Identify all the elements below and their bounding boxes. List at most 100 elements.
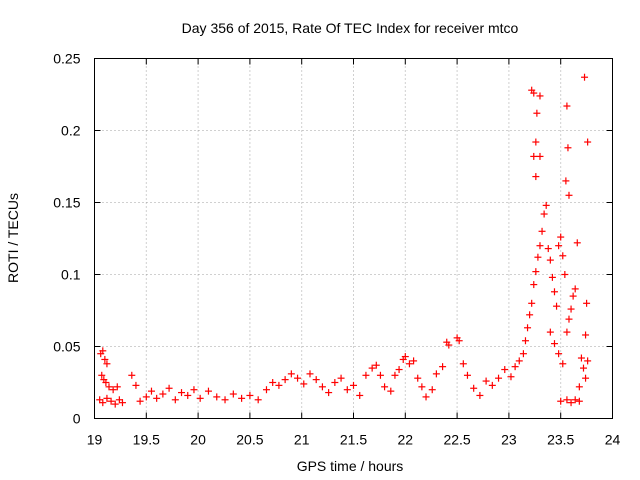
data-point xyxy=(577,354,585,362)
data-point xyxy=(533,109,541,117)
data-point xyxy=(548,273,556,281)
chart-title: Day 356 of 2015, Rate Of TEC Index for r… xyxy=(182,20,519,36)
data-point xyxy=(536,152,544,160)
data-point xyxy=(136,397,144,405)
data-point xyxy=(546,256,554,264)
data-point xyxy=(571,396,579,404)
data-point xyxy=(99,399,107,407)
data-point xyxy=(401,353,409,361)
data-point xyxy=(528,299,536,307)
y-tick-label: 0.15 xyxy=(53,195,80,211)
data-point xyxy=(530,89,538,97)
data-point xyxy=(581,73,589,81)
data-point xyxy=(555,242,563,250)
data-point xyxy=(563,328,571,336)
x-tick-label: 20.5 xyxy=(236,432,263,448)
data-point xyxy=(540,210,548,218)
data-point xyxy=(246,391,254,399)
data-point xyxy=(159,390,167,398)
data-point xyxy=(107,397,115,405)
x-tick-label: 21.5 xyxy=(340,432,367,448)
data-point xyxy=(178,389,186,397)
data-point xyxy=(147,387,155,395)
x-tick-label: 22 xyxy=(398,432,414,448)
data-point xyxy=(565,191,573,199)
data-point xyxy=(113,383,121,391)
data-point xyxy=(184,391,192,399)
data-point xyxy=(165,384,173,392)
data-point xyxy=(204,387,212,395)
data-point xyxy=(350,381,357,389)
data-point xyxy=(132,381,140,389)
data-point xyxy=(153,394,161,402)
data-point xyxy=(111,400,119,408)
data-point xyxy=(318,383,326,391)
data-point xyxy=(102,379,110,386)
data-point xyxy=(387,387,395,395)
data-point xyxy=(573,239,581,247)
data-point xyxy=(105,383,113,391)
data-point xyxy=(532,173,540,181)
data-point xyxy=(343,386,351,394)
data-point xyxy=(584,357,592,365)
data-point xyxy=(536,92,544,100)
data-point xyxy=(103,360,111,368)
data-point xyxy=(331,379,339,386)
data-point xyxy=(372,361,380,369)
data-point xyxy=(395,366,403,374)
data-point xyxy=(142,393,150,401)
data-point xyxy=(584,138,592,146)
data-point xyxy=(432,370,440,378)
data-point xyxy=(482,377,490,385)
x-axis-label: GPS time / hours xyxy=(297,458,404,474)
data-point xyxy=(546,328,554,336)
data-point xyxy=(99,347,107,355)
data-point xyxy=(103,394,111,402)
data-point xyxy=(439,363,447,371)
data-point xyxy=(542,201,550,209)
data-point xyxy=(275,381,283,389)
data-point xyxy=(281,376,289,384)
data-point xyxy=(544,245,552,253)
y-tick-label: 0.05 xyxy=(53,339,80,355)
x-tick-label: 23 xyxy=(501,432,517,448)
data-point xyxy=(294,374,302,382)
data-point xyxy=(414,374,422,382)
data-point xyxy=(213,393,221,401)
data-point xyxy=(312,376,320,384)
data-point xyxy=(118,399,126,407)
data-point xyxy=(455,337,463,345)
data-point xyxy=(422,393,430,401)
data-point xyxy=(530,152,538,160)
data-point xyxy=(565,315,573,323)
data-point xyxy=(391,371,399,379)
data-point xyxy=(515,357,523,365)
data-point xyxy=(575,397,583,405)
data-point xyxy=(534,253,542,261)
data-point xyxy=(229,390,237,398)
data-point xyxy=(488,381,496,389)
data-point xyxy=(337,374,345,382)
data-point xyxy=(306,370,314,378)
data-point xyxy=(582,331,590,339)
data-point xyxy=(221,396,229,404)
data-point xyxy=(559,360,567,368)
data-point xyxy=(553,302,561,310)
data-point xyxy=(583,299,591,307)
data-point xyxy=(582,374,590,382)
data-point xyxy=(557,233,565,241)
data-point xyxy=(445,341,453,349)
data-point xyxy=(368,364,376,372)
data-point xyxy=(428,386,436,394)
y-tick-label: 0.25 xyxy=(53,51,80,67)
data-point xyxy=(521,337,529,345)
data-point xyxy=(562,177,570,185)
data-point xyxy=(300,380,308,388)
data-point xyxy=(511,363,519,371)
x-tick-label: 19 xyxy=(87,432,103,448)
data-point xyxy=(501,366,509,374)
data-point xyxy=(526,311,534,319)
data-point xyxy=(109,386,117,394)
data-point xyxy=(564,144,572,152)
